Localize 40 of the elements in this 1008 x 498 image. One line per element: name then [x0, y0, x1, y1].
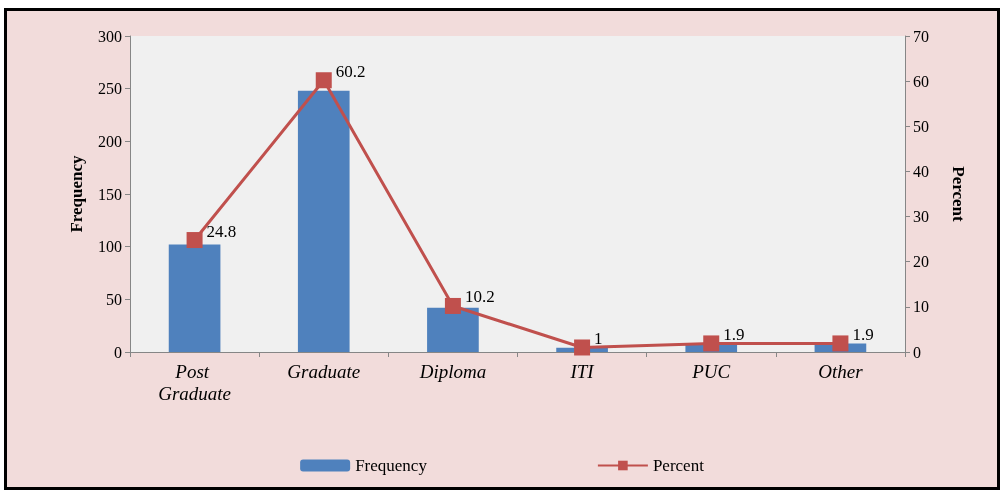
y-tick-label: 200: [98, 132, 122, 150]
y-tick-label: 250: [98, 80, 122, 98]
point: [703, 335, 720, 352]
y-axis-title: Frequency: [67, 154, 86, 233]
y-tick-label: 150: [98, 185, 122, 203]
bar: [297, 90, 350, 352]
y-tick-label: 100: [98, 238, 122, 256]
point: [574, 339, 591, 356]
data-label: 1.9: [723, 324, 745, 344]
y-tick-label: 0: [114, 343, 122, 361]
point: [832, 335, 849, 352]
x-tick-label: ITI: [569, 360, 596, 382]
bar: [168, 244, 221, 352]
y2-tick-label: 10: [913, 298, 929, 316]
point: [315, 72, 332, 89]
data-label: 60.2: [335, 61, 366, 81]
y2-axis-title: Percent: [949, 166, 968, 223]
x-tick-label: Post Graduate: [158, 360, 231, 404]
legend-label: Frequency: [355, 456, 428, 475]
y2-tick-label: 30: [913, 208, 929, 226]
y2-tick-label: 70: [913, 27, 929, 45]
point: [186, 232, 203, 249]
y2-tick-label: 20: [913, 253, 929, 271]
data-label: 1: [594, 328, 603, 348]
x-tick-label: Diploma: [418, 360, 487, 382]
x-tick-label: PUC: [691, 360, 731, 382]
data-label: 1.9: [852, 324, 874, 344]
data-label: 24.8: [206, 221, 237, 241]
y2-tick-label: 40: [913, 162, 929, 180]
y2-tick-label: 50: [913, 117, 929, 135]
x-tick-label: Graduate: [287, 360, 361, 382]
bar: [427, 307, 479, 352]
data-label: 10.2: [464, 287, 495, 307]
point: [444, 297, 461, 314]
y2-tick-label: 0: [913, 343, 921, 361]
y-tick-label: 300: [98, 27, 122, 45]
x-tick-label: Other: [818, 360, 864, 382]
y-tick-label: 50: [106, 290, 122, 308]
y2-tick-label: 60: [913, 72, 929, 90]
legend-label: Percent: [652, 456, 705, 475]
